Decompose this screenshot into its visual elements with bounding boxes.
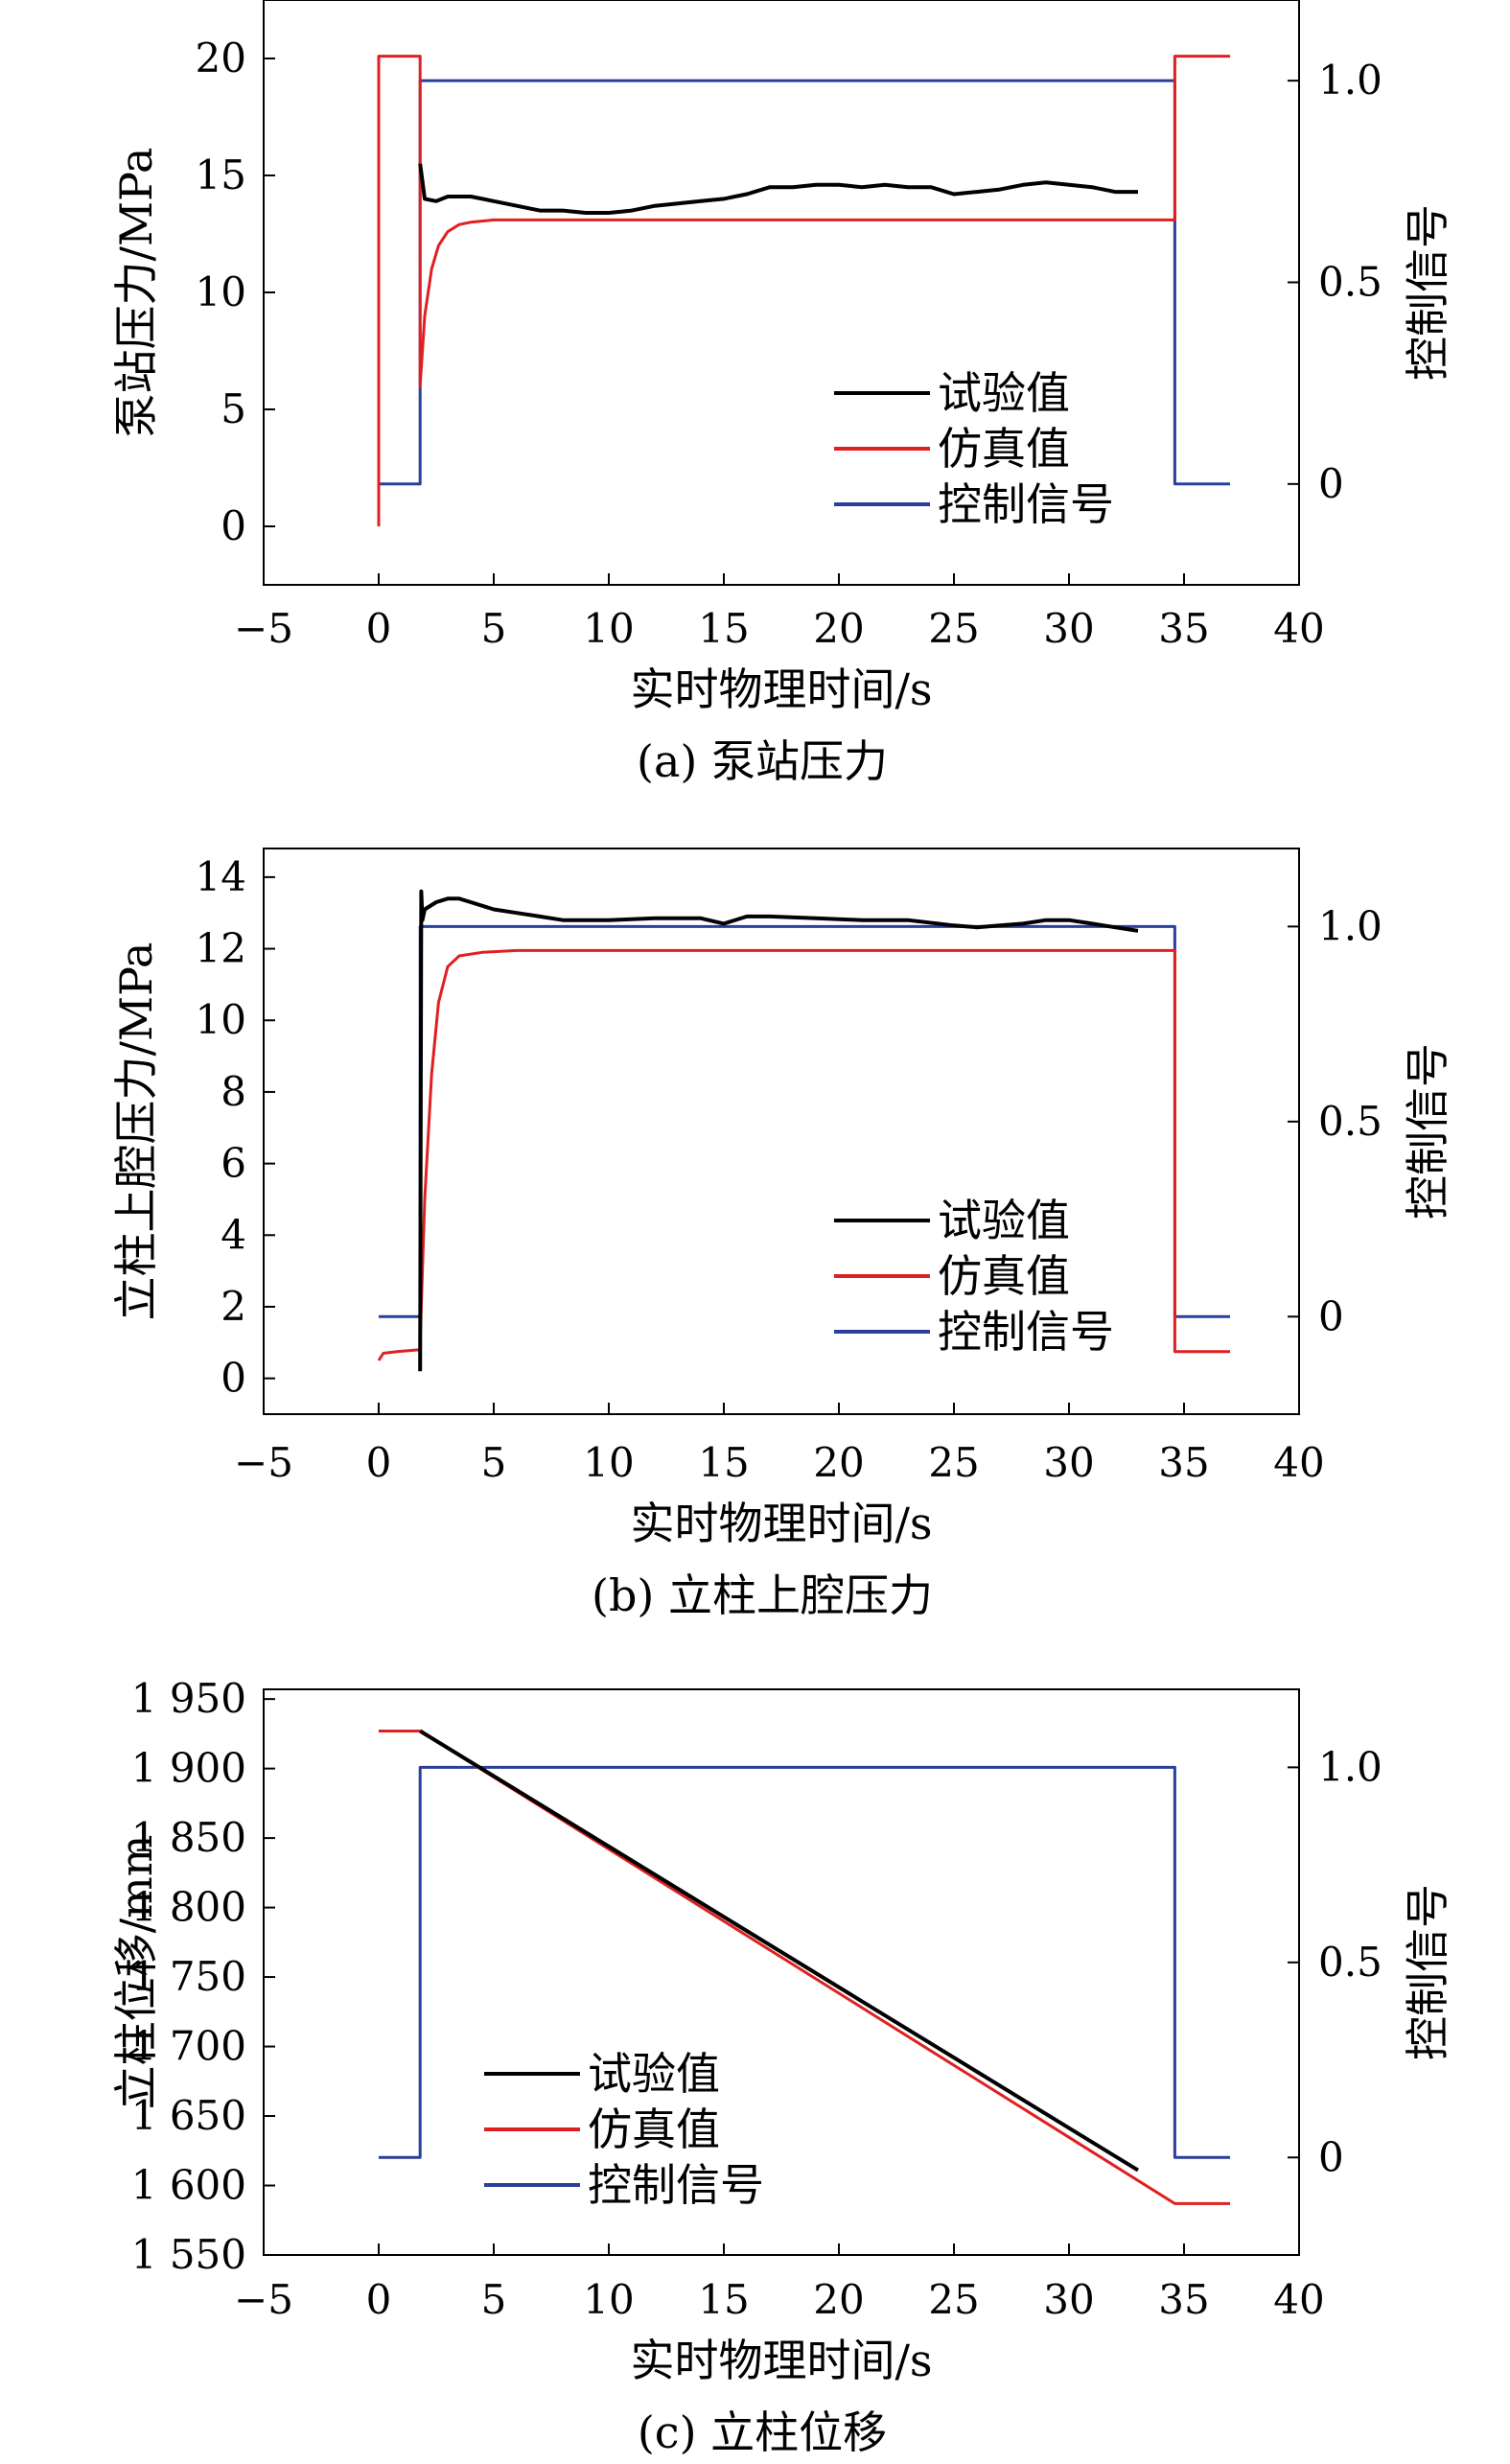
y-tick-label: 1 800: [131, 1884, 246, 1931]
x-tick-label: −5: [234, 2276, 293, 2323]
x-axis-label: 实时物理时间/s: [630, 663, 932, 715]
y-tick-label: 10: [196, 996, 246, 1043]
y-tick-label: 1 650: [131, 2092, 246, 2139]
chart-caption: (c) 立柱位移: [638, 2406, 887, 2458]
y-tick-label: 10: [196, 268, 246, 315]
series-line-2: [379, 924, 1230, 1318]
x-tick-label: 5: [481, 1439, 507, 1486]
chart-caption: (b) 立柱上腔压力: [592, 1569, 933, 1621]
plot-frame: [263, 848, 1300, 1415]
x-tick-label: 30: [1043, 2276, 1094, 2323]
x-tick-label: 10: [583, 2276, 634, 2323]
chart-panel-b: −5 0 5 10 15 20 25 30 35 40 0 2 4 6 8 10 12 14 0 0.5 1.0 实时物理…: [0, 825, 1510, 1649]
x-tick-label: 15: [698, 2276, 749, 2323]
y2-tick-label: 1.0: [1318, 57, 1382, 104]
x-axis-label: 实时物理时间/s: [630, 1498, 932, 1549]
series-line-2: [379, 1765, 1230, 2159]
y-tick-label: 1 950: [131, 1675, 246, 1722]
legend-label: 试验值: [588, 2048, 720, 2100]
x-tick-label: 20: [813, 2276, 864, 2323]
y-tick-label: 1 550: [131, 2231, 246, 2278]
y-tick-label: 15: [196, 151, 246, 198]
legend-label: 仿真值: [938, 423, 1070, 475]
x-tick-label: 30: [1043, 605, 1094, 652]
y2-tick-label: 0.5: [1318, 1098, 1382, 1145]
legend-label: 试验值: [938, 367, 1070, 419]
y-axis-label: 立柱位移/mm: [110, 1835, 162, 2110]
y-tick-label: 0: [221, 502, 246, 549]
chart-b: −5 0 5 10 15 20 25 30 35 40 0 2 4 6 8 10 12 14 0 0.5 1.0 实时物理…: [110, 848, 1453, 1621]
y-tick-label: 12: [196, 925, 246, 972]
y2-tick-label: 1.0: [1318, 902, 1382, 949]
x-tick-label: 25: [928, 605, 979, 652]
y-tick-label: 1 900: [131, 1745, 246, 1792]
plot-frame: [263, 1688, 1300, 2256]
y2-tick-label: 0: [1318, 1292, 1344, 1339]
y2-tick-label: 0: [1318, 2133, 1344, 2180]
chart-c: −5 0 5 10 15 20 25 30 35 40 1 550 1 600 1 650 1 700 1 …: [110, 1675, 1453, 2458]
y2-tick-label: 1.0: [1318, 1743, 1382, 1790]
legend-label: 仿真值: [938, 1250, 1070, 1302]
x-tick-label: 0: [366, 605, 392, 652]
series-line-2: [379, 79, 1230, 486]
y2-axis-label: 控制信号: [1402, 204, 1453, 381]
x-tick-label: 40: [1273, 605, 1324, 652]
y2-tick-label: 0: [1318, 460, 1344, 507]
y-axis-label: 立柱上腔压力/MPa: [110, 942, 162, 1321]
x-tick-label: 0: [366, 2276, 392, 2323]
y2-tick-label: 0.5: [1318, 258, 1382, 305]
y-tick-label: 1 850: [131, 1814, 246, 1861]
y-tick-label: 1 700: [131, 2023, 246, 2070]
series-line-0: [419, 1729, 1140, 2173]
legend-label: 控制信号: [938, 1306, 1114, 1358]
series-line-0: [418, 163, 1138, 215]
y-tick-label: 1 750: [131, 1953, 246, 2000]
x-tick-label: 20: [813, 1439, 864, 1486]
x-tick-label: 25: [928, 1439, 979, 1486]
x-tick-label: 35: [1158, 605, 1209, 652]
y-tick-label: 14: [196, 853, 246, 900]
legend-label: 试验值: [938, 1195, 1070, 1246]
y-tick-label: 8: [221, 1068, 246, 1115]
y-tick-label: 2: [221, 1283, 246, 1330]
x-tick-label: 15: [698, 1439, 749, 1486]
x-tick-label: 25: [928, 2276, 979, 2323]
x-tick-label: 40: [1273, 2276, 1324, 2323]
x-tick-label: −5: [234, 605, 293, 652]
y-tick-label: 1 600: [131, 2162, 246, 2209]
chart-a: −5 0 5 10 15 20 25 30 35 40 0 5 10 15 20 0 0.5 1.0 实时物理时间/…: [110, 0, 1453, 787]
x-tick-label: 10: [583, 1439, 634, 1486]
series-line-0: [418, 889, 1139, 1372]
y2-axis-label: 控制信号: [1402, 1884, 1453, 2060]
y2-axis-label: 控制信号: [1402, 1043, 1453, 1220]
y-axis-label: 泵站压力/MPa: [110, 148, 162, 438]
legend-label: 控制信号: [938, 478, 1114, 530]
series-line-1: [377, 55, 1230, 526]
x-tick-label: 15: [698, 605, 749, 652]
x-tick-label: 35: [1158, 2276, 1209, 2323]
x-tick-label: 35: [1158, 1439, 1209, 1486]
y-tick-label: 20: [196, 35, 246, 81]
chart-caption: (a) 泵站压力: [637, 735, 888, 787]
y-tick-label: 0: [221, 1355, 246, 1402]
x-tick-label: −5: [234, 1439, 293, 1486]
x-tick-label: 40: [1273, 1439, 1324, 1486]
y2-tick-label: 0.5: [1318, 1939, 1382, 1986]
chart-panel-c: −5 0 5 10 15 20 25 30 35 40 1 550 1 600 1 650 1 700 1 …: [0, 1649, 1510, 2464]
x-axis-label: 实时物理时间/s: [630, 2335, 932, 2386]
legend-label: 仿真值: [588, 2104, 720, 2155]
legend-label: 控制信号: [588, 2159, 764, 2211]
y-tick-label: 4: [221, 1211, 246, 1258]
x-tick-label: 30: [1043, 1439, 1094, 1486]
x-tick-label: 0: [366, 1439, 392, 1486]
x-tick-label: 5: [481, 2276, 507, 2323]
chart-panel-a: −5 0 5 10 15 20 25 30 35 40 0 5 10 15 20 0 0.5 1.0 实时物理时间/…: [0, 0, 1510, 825]
x-tick-label: 20: [813, 605, 864, 652]
y-tick-label: 6: [221, 1140, 246, 1187]
series-line-1: [379, 1730, 1230, 2205]
x-tick-label: 5: [481, 605, 507, 652]
x-tick-label: 10: [583, 605, 634, 652]
series-line-1: [377, 948, 1230, 1361]
y-tick-label: 5: [221, 385, 246, 432]
